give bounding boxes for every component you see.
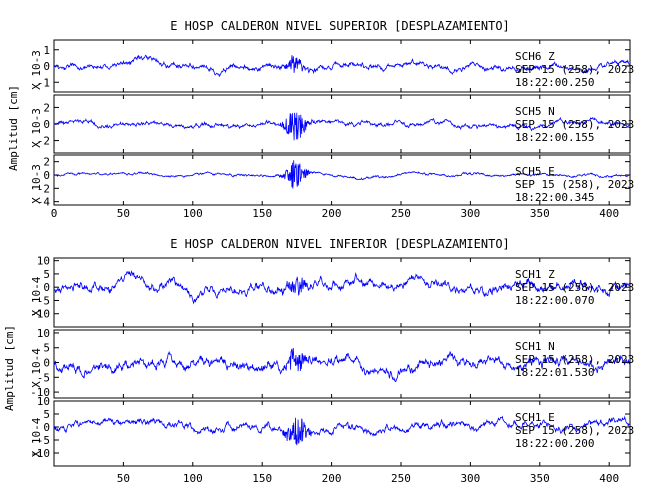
station-label: SCH6 Z — [515, 50, 555, 63]
date-label: SEP 15 (258), 2023 — [515, 118, 634, 131]
time-label: 18:22:00.155 — [515, 131, 594, 144]
x-tick-label: 200 — [322, 207, 342, 220]
x-tick-label: 400 — [599, 472, 619, 485]
y-tick-label: 1 — [43, 44, 50, 57]
x-tick-label: 250 — [391, 207, 411, 220]
date-label: SEP 15 (258), 2023 — [515, 353, 634, 366]
scale-label: X 10-3 — [30, 108, 43, 148]
time-label: 18:22:00.200 — [515, 437, 594, 450]
scale-label: X 10-4 — [30, 417, 43, 457]
station-label: SCH1 Z — [515, 268, 555, 281]
scale-label: X 10-3 — [30, 50, 43, 90]
y-tick-label: 0 — [43, 60, 50, 73]
x-tick-label: 350 — [530, 472, 550, 485]
y-tick-label: 2 — [43, 101, 50, 114]
y-tick-label: 2 — [43, 156, 50, 169]
chart-title: E HOSP CALDERON NIVEL SUPERIOR [DESPLAZA… — [170, 19, 510, 33]
y-axis-label: Amplitud [cm] — [3, 325, 16, 411]
y-tick-label: 0 — [43, 118, 50, 131]
y-tick-label: 0 — [43, 421, 50, 434]
station-label: SCH1 N — [515, 340, 555, 353]
station-label: SCH5 E — [515, 165, 555, 178]
time-label: 18:22:01.530 — [515, 366, 594, 379]
scale-label: X 10-4 — [30, 276, 43, 316]
x-tick-label: 400 — [599, 207, 619, 220]
date-label: SEP 15 (258), 2023 — [515, 63, 634, 76]
y-tick-label: 10 — [37, 255, 50, 268]
y-tick-label: 0 — [43, 281, 50, 294]
x-tick-label: 150 — [252, 472, 272, 485]
scale-label: X 10-3 — [30, 164, 43, 204]
x-tick-label: 150 — [252, 207, 272, 220]
y-tick-label: 5 — [43, 408, 50, 421]
time-label: 18:22:00.250 — [515, 76, 594, 89]
date-label: SEP 15 (258), 2023 — [515, 424, 634, 437]
x-tick-label: 300 — [460, 207, 480, 220]
time-label: 18:22:00.070 — [515, 294, 594, 307]
y-axis-label: Amplitud [cm] — [7, 85, 20, 171]
y-tick-label: 5 — [43, 268, 50, 281]
chart-group-2: E HOSP CALDERON NIVEL INFERIOR [DESPLAZA… — [3, 237, 634, 485]
time-label: 18:22:00.345 — [515, 191, 594, 204]
x-tick-label: 50 — [117, 472, 130, 485]
scale-label: X 10-4 — [30, 348, 43, 388]
y-tick-label: 0 — [43, 357, 50, 370]
x-tick-label: 300 — [460, 472, 480, 485]
chart-group-1: E HOSP CALDERON NIVEL SUPERIOR [DESPLAZA… — [7, 19, 634, 220]
x-tick-label: 250 — [391, 472, 411, 485]
station-label: SCH5 N — [515, 105, 555, 118]
date-label: SEP 15 (258), 2023 — [515, 281, 634, 294]
x-tick-label: 100 — [183, 472, 203, 485]
x-tick-label: 100 — [183, 207, 203, 220]
chart-title: E HOSP CALDERON NIVEL INFERIOR [DESPLAZA… — [170, 237, 510, 251]
y-tick-label: 10 — [37, 395, 50, 408]
x-tick-label: 200 — [322, 472, 342, 485]
x-tick-label: 0 — [51, 207, 58, 220]
y-tick-label: 0 — [43, 169, 50, 182]
station-label: SCH1 E — [515, 411, 555, 424]
x-tick-label: 50 — [117, 207, 130, 220]
date-label: SEP 15 (258), 2023 — [515, 178, 634, 191]
x-tick-label: 350 — [530, 207, 550, 220]
y-tick-label: 5 — [43, 342, 50, 355]
y-tick-label: 10 — [37, 327, 50, 340]
